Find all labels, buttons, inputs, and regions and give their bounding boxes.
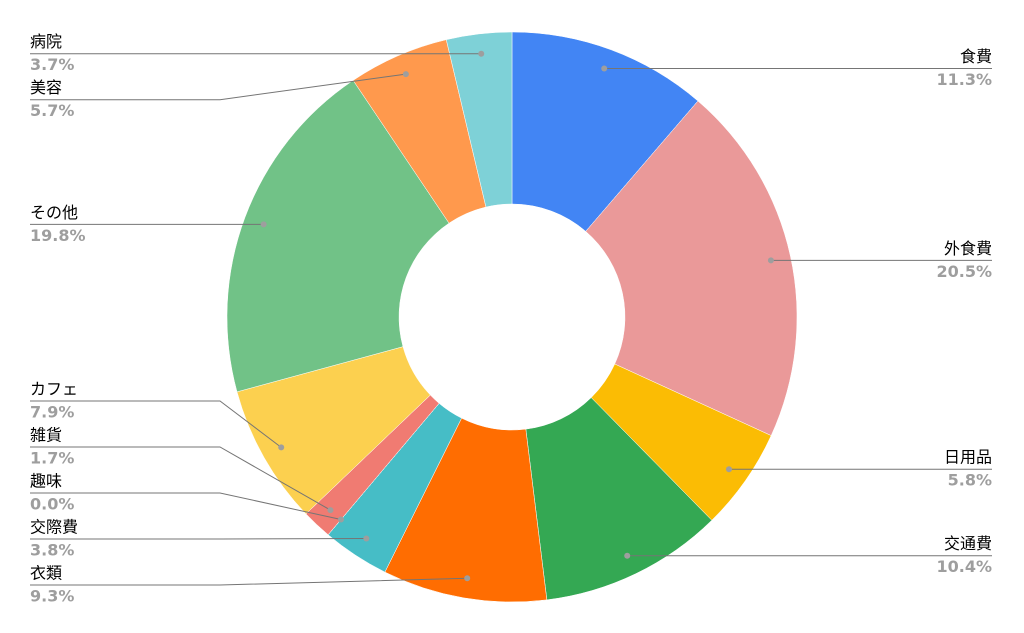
leader-dot <box>363 535 370 542</box>
slice-label: 交通費 <box>944 534 992 553</box>
value-label: 3.7% <box>30 55 74 74</box>
slice-label: 趣味 <box>30 472 62 491</box>
value-label: 9.3% <box>30 587 74 606</box>
wedge <box>226 80 450 393</box>
slice-label: 食費 <box>960 47 992 66</box>
leader-dot <box>327 507 334 514</box>
slice-label: その他 <box>30 203 78 222</box>
wedge <box>525 397 713 601</box>
leader-dot <box>402 71 409 78</box>
wedge <box>585 100 798 436</box>
leader-line <box>30 537 367 540</box>
slice-label: 雑貨 <box>30 426 62 445</box>
leader-dot <box>725 466 732 473</box>
leader-dot <box>478 50 485 57</box>
slice-label: 衣類 <box>30 564 62 583</box>
value-label: 0.0% <box>30 495 74 514</box>
slice-label: 病院 <box>30 32 62 51</box>
leader-dot <box>278 444 285 451</box>
value-label: 7.9% <box>30 403 74 422</box>
slice-label: 交際費 <box>30 518 78 537</box>
slice-label: 美容 <box>30 78 62 97</box>
wedge <box>445 31 513 208</box>
leader-line <box>30 492 342 520</box>
value-label: 3.8% <box>30 541 74 560</box>
value-label: 5.8% <box>948 471 992 490</box>
leader-line <box>30 400 282 448</box>
leader-dot <box>624 552 631 559</box>
wedge <box>511 31 699 232</box>
slice-label: カフェ <box>30 380 78 399</box>
leader-dot <box>260 221 267 228</box>
wedges <box>226 31 798 603</box>
value-label: 11.3% <box>936 70 992 89</box>
value-label: 10.4% <box>936 557 992 576</box>
value-label: 5.7% <box>30 101 74 120</box>
leader-dot <box>464 575 471 582</box>
leader-line <box>30 577 468 586</box>
value-label: 19.8% <box>30 226 86 245</box>
leader-line <box>30 446 331 511</box>
value-label: 20.5% <box>936 262 992 281</box>
slice-label: 日用品 <box>944 448 992 467</box>
leader-dot <box>337 516 344 523</box>
leader-dot <box>601 65 608 72</box>
value-label: 1.7% <box>30 449 74 468</box>
leader-dot <box>767 257 774 264</box>
slice-label: 外食費 <box>944 239 992 258</box>
leader-line <box>30 73 406 101</box>
